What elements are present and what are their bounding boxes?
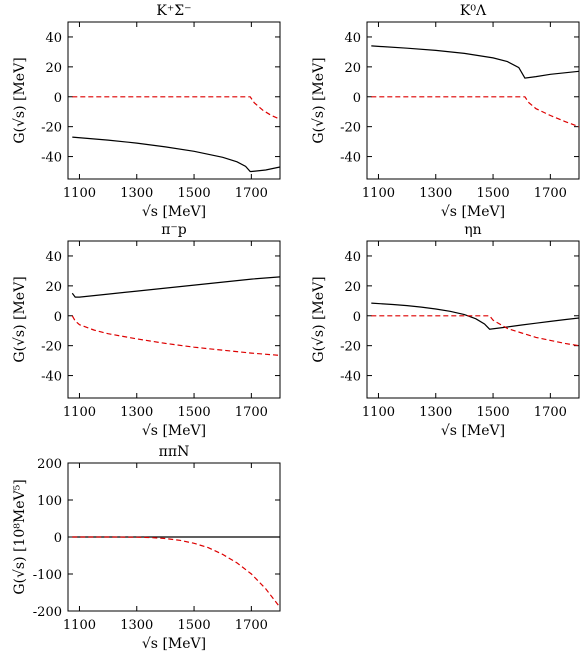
x-tick-label: 1700 bbox=[235, 186, 268, 201]
x-tick-label: 1100 bbox=[63, 618, 96, 633]
series-line-dashed bbox=[371, 315, 579, 347]
y-axis-label: G(√s) [MeV] bbox=[12, 57, 28, 143]
y-tick-label: -20 bbox=[340, 121, 361, 136]
y-tick-label: 20 bbox=[45, 61, 62, 76]
x-tick-label: 1500 bbox=[178, 405, 211, 420]
y-tick-label: -40 bbox=[340, 370, 361, 385]
x-tick-label: 1500 bbox=[477, 186, 510, 201]
panel-title: ππN bbox=[159, 444, 190, 460]
y-tick-label: 0 bbox=[54, 310, 62, 325]
y-axis-label: G(√s) [MeV] bbox=[311, 57, 327, 143]
series-line-solid bbox=[72, 136, 280, 173]
x-tick-label: 1300 bbox=[120, 405, 153, 420]
y-tick-label: 0 bbox=[54, 531, 62, 546]
y-tick-label: 20 bbox=[344, 280, 361, 295]
y-tick-label: -40 bbox=[340, 151, 361, 166]
panel-title: π⁻p bbox=[161, 222, 187, 238]
y-tick-label: 40 bbox=[344, 250, 361, 265]
y-tick-label: 40 bbox=[45, 31, 62, 46]
x-tick-label: 1700 bbox=[235, 618, 268, 633]
x-tick-label: 1300 bbox=[419, 186, 452, 201]
y-tick-label: 0 bbox=[353, 91, 361, 106]
plot-frame bbox=[67, 21, 281, 180]
series-line-dashed bbox=[72, 536, 280, 608]
panel-4: 1100 1300 1500 1700 -40 -20 0 20 40 ηn √s [MeV] G(√… bbox=[311, 222, 580, 439]
panel-title: ηn bbox=[464, 222, 481, 238]
panel-5: 1100 1300 1500 1700 -200 -100 0 100 200 ππN √s [Me… bbox=[12, 444, 281, 652]
x-tick-label: 1100 bbox=[362, 186, 395, 201]
x-tick-label: 1700 bbox=[534, 186, 567, 201]
y-tick-label: -20 bbox=[41, 340, 62, 355]
y-tick-label: 20 bbox=[344, 61, 361, 76]
series-line-solid bbox=[371, 45, 579, 79]
series-line-dashed bbox=[72, 96, 280, 120]
series-line-solid bbox=[71, 276, 280, 298]
x-axis-label: √s [MeV] bbox=[142, 204, 206, 220]
x-tick-label: 1300 bbox=[419, 405, 452, 420]
y-tick-label: -40 bbox=[41, 370, 62, 385]
y-axis-label: G(√s) [MeV] bbox=[12, 276, 28, 362]
y-tick-label: -20 bbox=[41, 121, 62, 136]
plot-frame bbox=[366, 240, 580, 399]
panel-2: 1100 1300 1500 1700 -40 -20 0 20 40 K⁰Λ √s [MeV] G(… bbox=[311, 3, 580, 220]
x-tick-label: 1700 bbox=[534, 405, 567, 420]
y-tick-label: 40 bbox=[344, 31, 361, 46]
y-tick-label: -200 bbox=[33, 605, 62, 620]
y-axis-label: G(√s) [10⁸MeV⁵] bbox=[12, 479, 28, 594]
x-tick-label: 1100 bbox=[362, 405, 395, 420]
x-tick-label: 1700 bbox=[235, 405, 268, 420]
plot-frame bbox=[67, 240, 281, 399]
y-tick-label: 0 bbox=[353, 310, 361, 325]
y-tick-label: 20 bbox=[45, 280, 62, 295]
x-axis-label: √s [MeV] bbox=[142, 636, 206, 652]
series-line-solid bbox=[371, 302, 579, 330]
panel-title: K⁰Λ bbox=[460, 3, 487, 19]
plot-frame bbox=[366, 21, 580, 180]
x-tick-label: 1500 bbox=[477, 405, 510, 420]
x-tick-label: 1300 bbox=[120, 186, 153, 201]
y-tick-label: 0 bbox=[54, 91, 62, 106]
y-tick-label: -100 bbox=[33, 568, 62, 583]
x-tick-label: 1100 bbox=[63, 186, 96, 201]
x-axis-label: √s [MeV] bbox=[441, 204, 505, 220]
x-tick-label: 1100 bbox=[63, 405, 96, 420]
x-axis-label: √s [MeV] bbox=[441, 423, 505, 439]
series-line-dashed bbox=[371, 96, 579, 128]
series-line-dashed bbox=[71, 315, 280, 356]
x-axis-label: √s [MeV] bbox=[142, 423, 206, 439]
x-tick-label: 1500 bbox=[178, 618, 211, 633]
y-tick-label: 200 bbox=[37, 457, 62, 472]
x-tick-label: 1500 bbox=[178, 186, 211, 201]
panel-1: 1100 1300 1500 1700 -40 -20 0 20 40 K⁺Σ⁻ √s [MeV] G… bbox=[12, 3, 281, 220]
panel-title: K⁺Σ⁻ bbox=[156, 3, 191, 19]
y-axis-label: G(√s) [MeV] bbox=[311, 276, 327, 362]
y-tick-label: 100 bbox=[37, 494, 62, 509]
y-tick-label: 40 bbox=[45, 250, 62, 265]
x-tick-label: 1300 bbox=[120, 618, 153, 633]
y-tick-label: -40 bbox=[41, 151, 62, 166]
y-tick-label: -20 bbox=[340, 340, 361, 355]
panel-3: 1100 1300 1500 1700 -40 -20 0 20 40 π⁻p √s [MeV] G(… bbox=[12, 222, 281, 439]
